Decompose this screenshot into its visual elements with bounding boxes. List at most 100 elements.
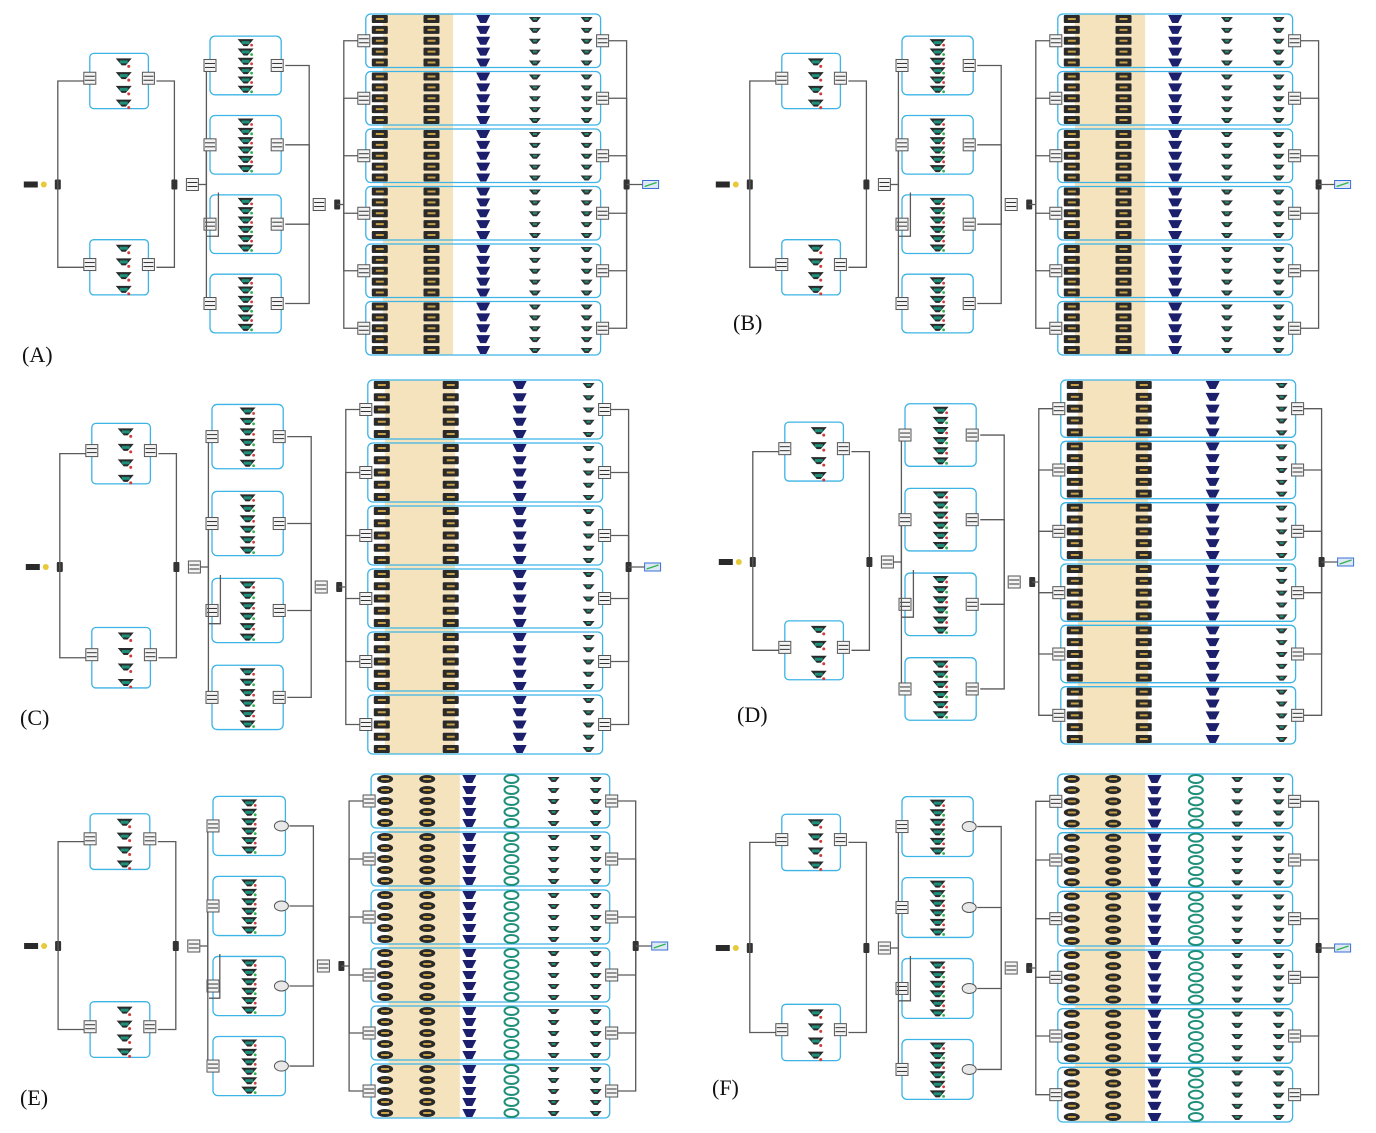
component-core [1279,664,1284,667]
marker-dot [253,1072,257,1076]
component-core [375,291,384,294]
component-navy [476,255,491,264]
component-core [936,533,945,537]
component-core [1139,431,1148,434]
component-navy [462,797,477,805]
component-core [446,748,455,750]
component-core [586,483,591,486]
component-core [427,190,436,193]
component-core [1224,248,1229,250]
component-core [377,496,386,498]
marker-dot [819,78,823,82]
component-core [377,723,386,726]
component-core [551,963,556,965]
component-core [241,218,250,222]
component-navy [1147,984,1162,993]
component-core [243,583,252,587]
component-navy [1205,735,1220,743]
marker-dot [945,506,948,509]
component-navy [1205,723,1220,732]
component-core [1276,165,1281,168]
connector-line [977,825,1002,968]
marker-dot [253,822,257,826]
component-core [1070,480,1079,483]
component-core [1276,778,1281,780]
component-core [381,905,390,907]
marker-dot [250,90,254,94]
component-core [1276,822,1281,825]
marker-dot [250,62,254,66]
component-core [1070,676,1079,679]
component-core [1235,917,1240,920]
component-core [1224,223,1229,226]
marker-dot [822,662,826,666]
component-core [586,573,591,575]
component-core [1276,881,1281,884]
switch-block [598,403,612,416]
connector-line [285,64,310,205]
component-core [1119,223,1128,226]
component-loop [1187,961,1204,972]
component-navy [1147,786,1162,795]
component-core [1109,881,1118,884]
component-navy [462,913,477,921]
component-core [1279,690,1284,693]
circuit-schematic [715,13,1352,356]
component-navy [1205,527,1220,536]
component-core [243,527,252,531]
connector-line [289,825,315,966]
component-core [551,858,556,860]
component-core [933,801,942,805]
component-core [423,1112,432,1114]
component-core [1109,789,1118,792]
switch-block [775,258,789,272]
component-navy [476,36,491,45]
switch-block [272,690,286,704]
component-core [584,119,589,121]
component-navy [1205,612,1220,621]
component-core [1276,906,1281,909]
marker-dot [253,893,257,897]
connector-line [617,946,637,1092]
component-core [245,1050,254,1054]
component-core [1119,28,1128,31]
marker-dot [945,546,948,550]
marker-dot [252,499,256,502]
component-navy [462,1040,477,1048]
marker-dot [942,221,945,224]
component-navy [476,187,491,196]
component-core [1224,165,1229,168]
component-core [427,50,436,53]
component-core [586,685,591,687]
marker-dot [942,885,945,888]
component-core [586,510,591,512]
component-loop [503,959,520,969]
connector-line [348,800,364,966]
connector-line [608,184,628,329]
component-navy [1168,220,1183,229]
switch-block [898,428,912,442]
component-core [1276,954,1281,956]
switch-block [778,640,792,654]
component-core [446,573,455,575]
component-navy [1147,914,1162,923]
component-core [381,1010,390,1012]
component-navy [1147,1009,1162,1018]
component-navy [512,543,527,552]
component-core [584,201,589,204]
component-core [1279,714,1284,717]
component-navy [512,696,527,704]
marker-dot [253,921,257,925]
component-core [1067,870,1076,873]
component-core [1067,86,1076,89]
component-core [936,503,945,507]
component-core [1235,1093,1240,1096]
switch-block [1049,264,1063,278]
component-core [1067,280,1076,283]
marker-dot [250,141,254,145]
switch-block [1288,1029,1302,1043]
component-navy [512,606,527,615]
connector-line [977,204,1002,305]
component-core [933,1001,942,1005]
component-core [933,209,942,213]
